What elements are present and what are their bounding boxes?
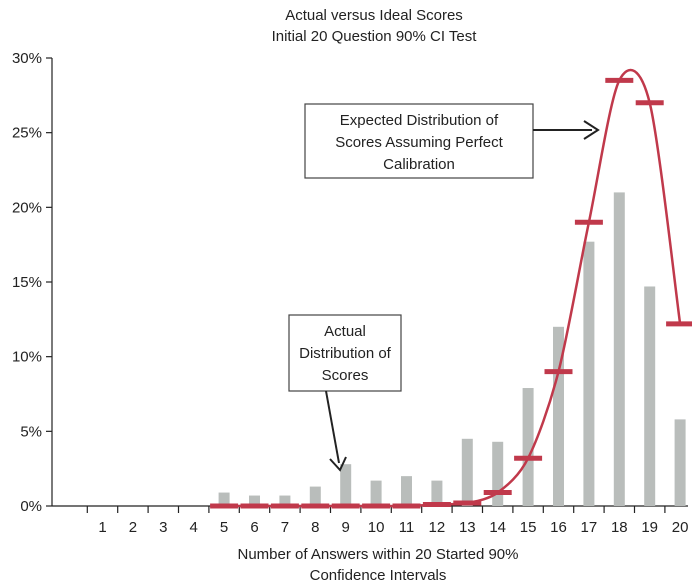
callout-actual-arrowhead xyxy=(329,456,347,472)
x-tick-label: 5 xyxy=(220,519,228,536)
axes xyxy=(46,57,688,513)
x-tick-label: 6 xyxy=(250,519,258,536)
x-tick-label: 17 xyxy=(581,519,598,536)
callout-actual: Actual Distribution of Scores xyxy=(288,314,402,472)
x-tick-label: 10 xyxy=(368,519,385,536)
bar-cat-13 xyxy=(461,438,473,506)
x-tick-label: 13 xyxy=(459,519,476,536)
y-tick-label: 10% xyxy=(12,349,42,366)
x-tick-label: 20 xyxy=(672,519,689,536)
x-tick-label: 12 xyxy=(429,519,446,536)
callout-expected-line-3: Calibration xyxy=(383,156,455,173)
callout-expected: Expected Distribution of Scores Assuming… xyxy=(304,103,600,179)
x-tick-label: 9 xyxy=(342,519,350,536)
callout-expected-arrowhead xyxy=(583,120,600,140)
bar-series xyxy=(218,192,686,506)
x-tick-label: 14 xyxy=(489,519,506,536)
bar-cat-8 xyxy=(309,486,321,506)
y-tick-labels: 0% 5% 10% 15% 20% 25% 30% xyxy=(12,50,42,515)
chart-title: Actual versus Ideal Scores xyxy=(285,7,463,24)
x-tick-label: 19 xyxy=(641,519,658,536)
x-tick-label: 11 xyxy=(399,519,415,536)
chart-subtitle: Initial 20 Question 90% CI Test xyxy=(272,28,478,45)
x-tick-label: 1 xyxy=(98,519,106,536)
x-tick-labels: 1 2 3 4 5 6 7 8 9 10 11 12 13 14 15 16 17 18 19 20 xyxy=(98,519,688,536)
bar-cat-7 xyxy=(279,495,291,506)
x-tick-label: 4 xyxy=(190,519,198,536)
bar-cat-5 xyxy=(218,492,230,506)
bar-cat-15 xyxy=(522,388,534,506)
bar-cat-14 xyxy=(492,441,504,506)
y-tick-label: 15% xyxy=(12,274,42,291)
callout-expected-box xyxy=(304,103,534,179)
x-tick-label: 2 xyxy=(129,519,137,536)
x-axis-label-line-1: Number of Answers within 20 Started 90% xyxy=(238,546,519,563)
x-tick-label: 18 xyxy=(611,519,628,536)
callout-actual-box xyxy=(288,314,402,392)
bar-cat-10 xyxy=(370,480,382,506)
x-tick-label: 7 xyxy=(281,519,289,536)
x-tick-label: 3 xyxy=(159,519,167,536)
callout-actual-line-3: Scores xyxy=(322,367,369,384)
bar-cat-11 xyxy=(401,476,412,506)
x-axis-label-line-2: Confidence Intervals xyxy=(310,567,447,584)
x-tick-label: 8 xyxy=(311,519,319,536)
y-tick-label: 30% xyxy=(12,50,42,67)
bar-cat-9 xyxy=(340,464,352,506)
callout-actual-line-1: Actual xyxy=(324,323,366,340)
y-tick-label: 0% xyxy=(20,498,42,515)
x-tick-label: 15 xyxy=(520,519,537,536)
callout-expected-line-1: Expected Distribution of xyxy=(340,112,499,129)
callout-actual-line-2: Distribution of xyxy=(299,345,392,362)
bar-cat-19 xyxy=(644,286,656,506)
bar-cat-12 xyxy=(431,480,443,506)
bar-cat-20 xyxy=(674,419,686,506)
callout-actual-arrow xyxy=(325,390,340,464)
y-tick-label: 20% xyxy=(12,199,42,216)
x-tick-label: 16 xyxy=(550,519,567,536)
callout-expected-line-2: Scores Assuming Perfect xyxy=(335,134,503,151)
bar-cat-17 xyxy=(583,241,595,506)
y-tick-label: 5% xyxy=(20,423,42,440)
expected-line-series xyxy=(210,68,692,509)
bar-cat-16 xyxy=(553,326,564,506)
bar-cat-18 xyxy=(613,192,625,506)
bar-cat-6 xyxy=(249,495,260,506)
y-tick-label: 25% xyxy=(12,125,42,142)
